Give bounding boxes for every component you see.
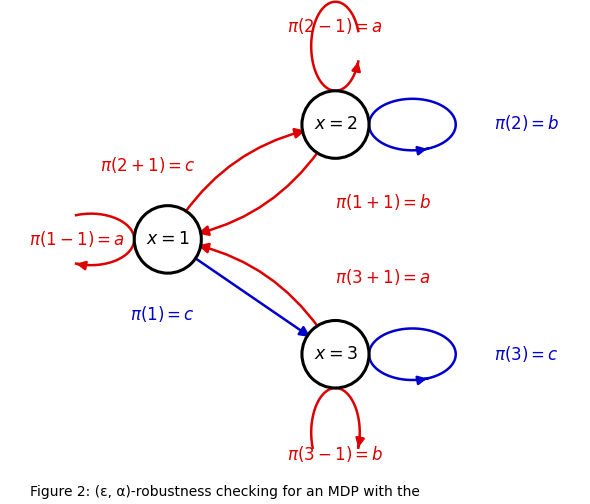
Text: Figure 2: (ε, α)-robustness checking for an MDP with the: Figure 2: (ε, α)-robustness checking for… — [30, 485, 419, 499]
Text: $\pi(2+1)=c$: $\pi(2+1)=c$ — [100, 155, 195, 175]
Text: $\pi(1)=c$: $\pi(1)=c$ — [130, 304, 195, 325]
Text: $\pi(3+1)=a$: $\pi(3+1)=a$ — [336, 267, 431, 287]
Text: $x=2$: $x=2$ — [314, 116, 357, 133]
Text: $\pi(2-1)=a$: $\pi(2-1)=a$ — [287, 16, 384, 36]
Text: $x=3$: $x=3$ — [314, 346, 358, 363]
Text: $\pi(3-1)=b$: $\pi(3-1)=b$ — [287, 444, 384, 464]
Text: $\pi(3)=c$: $\pi(3)=c$ — [494, 344, 559, 364]
Text: $\pi(1-1)=a$: $\pi(1-1)=a$ — [29, 229, 125, 249]
Ellipse shape — [302, 91, 369, 158]
Ellipse shape — [302, 321, 369, 388]
Text: $\pi(1+1)=b$: $\pi(1+1)=b$ — [336, 192, 432, 212]
Ellipse shape — [135, 206, 201, 273]
Text: $x=1$: $x=1$ — [146, 231, 189, 248]
Text: $\pi(2)=b$: $\pi(2)=b$ — [494, 113, 560, 133]
